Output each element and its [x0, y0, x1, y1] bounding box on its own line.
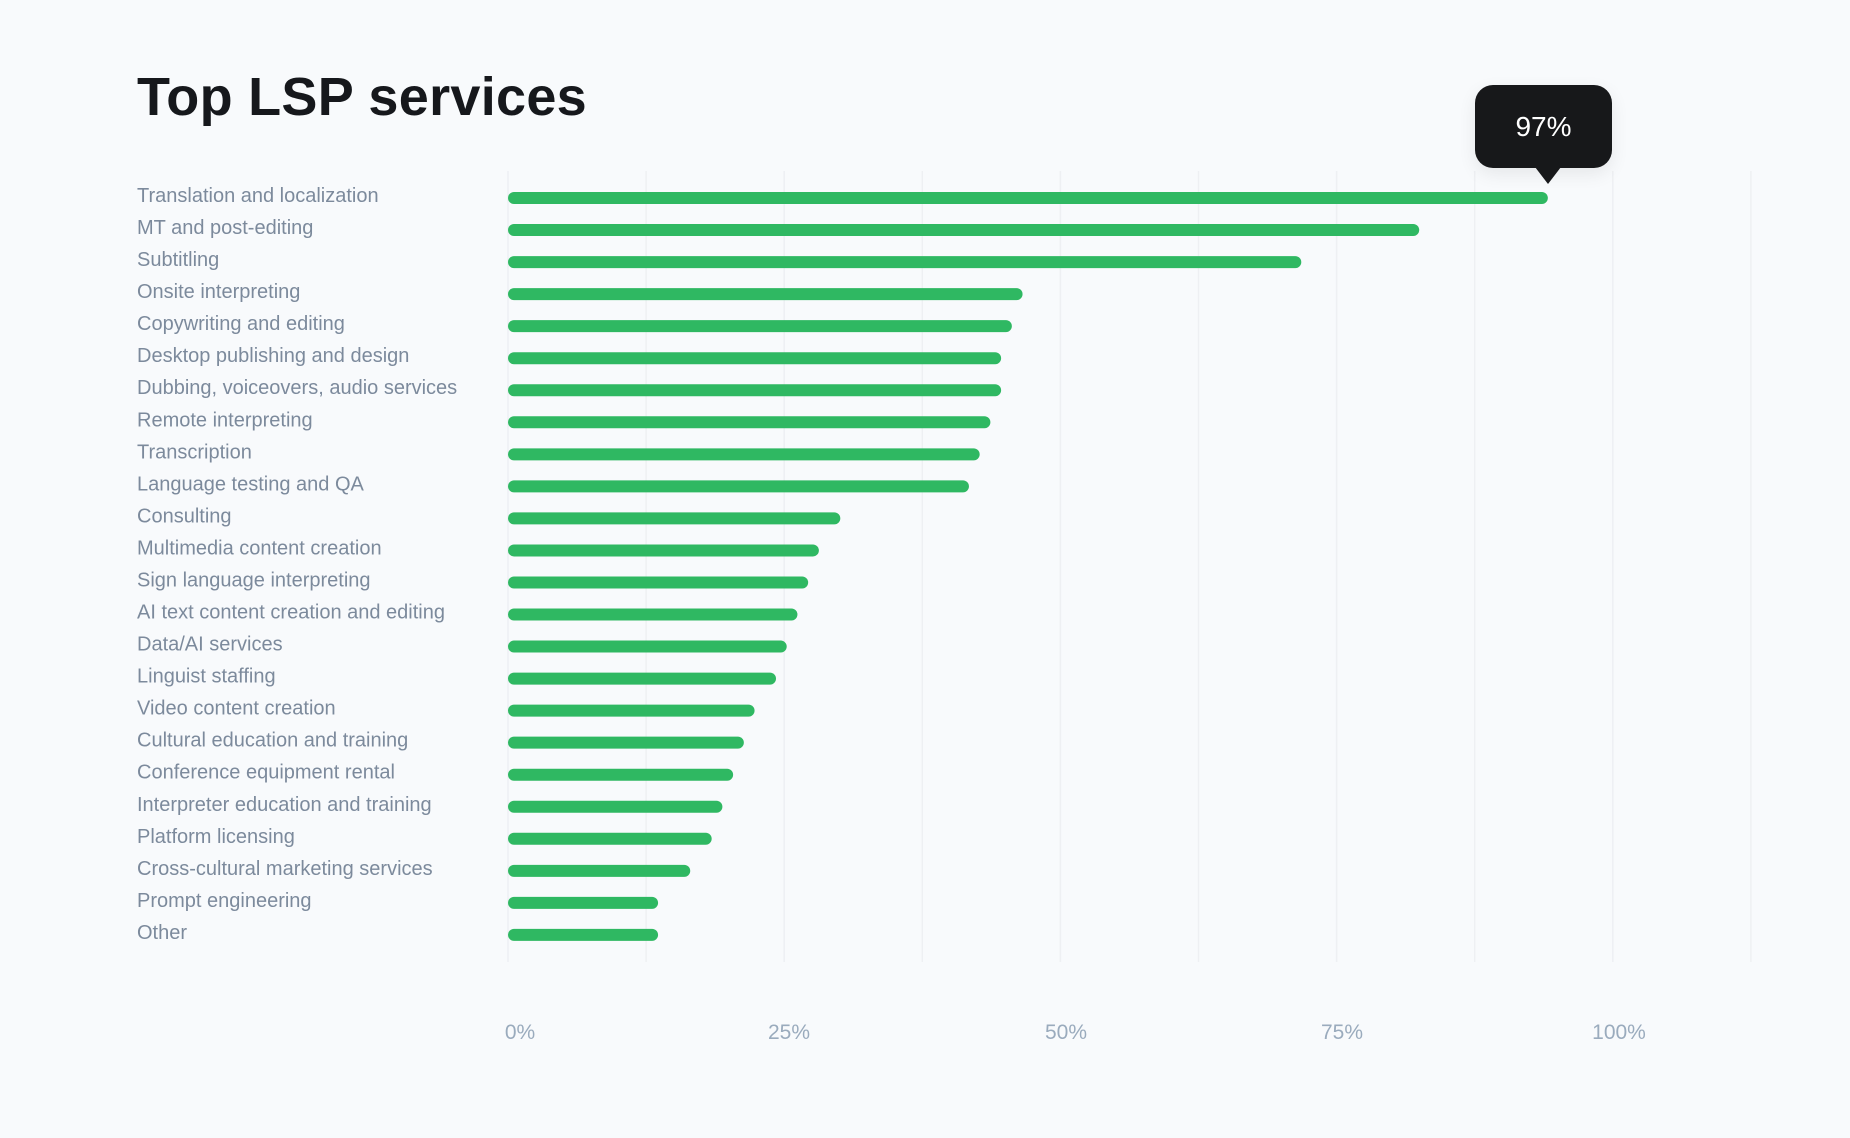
chart-title: Top LSP services [137, 67, 588, 127]
category-label: Cross-cultural marketing services [137, 858, 433, 880]
x-tick-label: 75% [1321, 1021, 1363, 1044]
category-label: AI text content creation and editing [137, 602, 445, 624]
category-label: Remote interpreting [137, 409, 313, 431]
x-tick-label: 0% [505, 1021, 535, 1044]
category-label: Cultural education and training [137, 730, 408, 752]
category-label: Platform licensing [137, 826, 295, 848]
value-tooltip: 97% [1475, 85, 1612, 184]
category-label: MT and post-editing [137, 217, 313, 239]
x-tick-label: 50% [1045, 1021, 1087, 1044]
category-label: Desktop publishing and design [137, 345, 409, 367]
category-label: Other [137, 922, 187, 944]
x-tick-label: 25% [768, 1021, 810, 1044]
category-label: Copywriting and editing [137, 313, 345, 335]
category-label: Onsite interpreting [137, 281, 300, 303]
category-label: Consulting [137, 505, 232, 527]
category-label: Data/AI services [137, 634, 283, 656]
category-label: Video content creation [137, 698, 336, 720]
x-tick-label: 100% [1592, 1021, 1646, 1044]
category-label: Language testing and QA [137, 473, 365, 495]
category-label: Translation and localization [137, 185, 379, 207]
category-label: Dubbing, voiceovers, audio services [137, 377, 457, 399]
category-label: Linguist staffing [137, 666, 276, 688]
category-label: Subtitling [137, 249, 219, 271]
category-label: Transcription [137, 441, 252, 463]
category-label: Prompt engineering [137, 890, 312, 912]
category-label: Multimedia content creation [137, 537, 382, 559]
category-label: Sign language interpreting [137, 569, 371, 591]
category-label: Conference equipment rental [137, 762, 395, 784]
category-label: Interpreter education and training [137, 794, 432, 816]
